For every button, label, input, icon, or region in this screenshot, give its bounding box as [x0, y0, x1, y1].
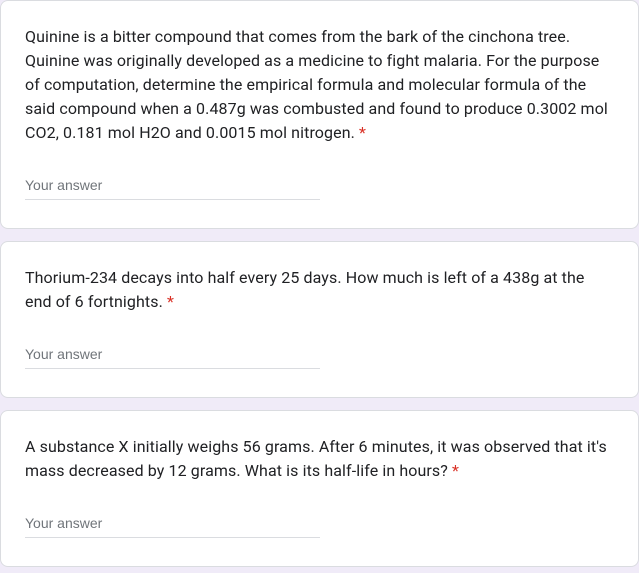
question-text: A substance X initially weighs 56 grams.… — [25, 435, 614, 483]
required-marker: * — [167, 292, 174, 311]
question-text: Quinine is a bitter compound that comes … — [25, 25, 614, 145]
question-card: A substance X initially weighs 56 grams.… — [0, 410, 639, 567]
question-card: Thorium-234 decays into half every 25 da… — [0, 241, 639, 398]
answer-input[interactable] — [25, 342, 320, 369]
question-body: Quinine is a bitter compound that comes … — [25, 27, 608, 142]
question-text: Thorium-234 decays into half every 25 da… — [25, 266, 614, 314]
question-body: Thorium-234 decays into half every 25 da… — [25, 268, 585, 311]
answer-input[interactable] — [25, 511, 320, 538]
question-card: Quinine is a bitter compound that comes … — [0, 0, 639, 229]
answer-field-wrap — [25, 342, 320, 369]
question-body: A substance X initially weighs 56 grams.… — [25, 437, 607, 480]
answer-field-wrap — [25, 511, 320, 538]
required-marker: * — [452, 461, 459, 480]
answer-field-wrap — [25, 173, 320, 200]
required-marker: * — [359, 123, 366, 142]
answer-input[interactable] — [25, 173, 320, 200]
